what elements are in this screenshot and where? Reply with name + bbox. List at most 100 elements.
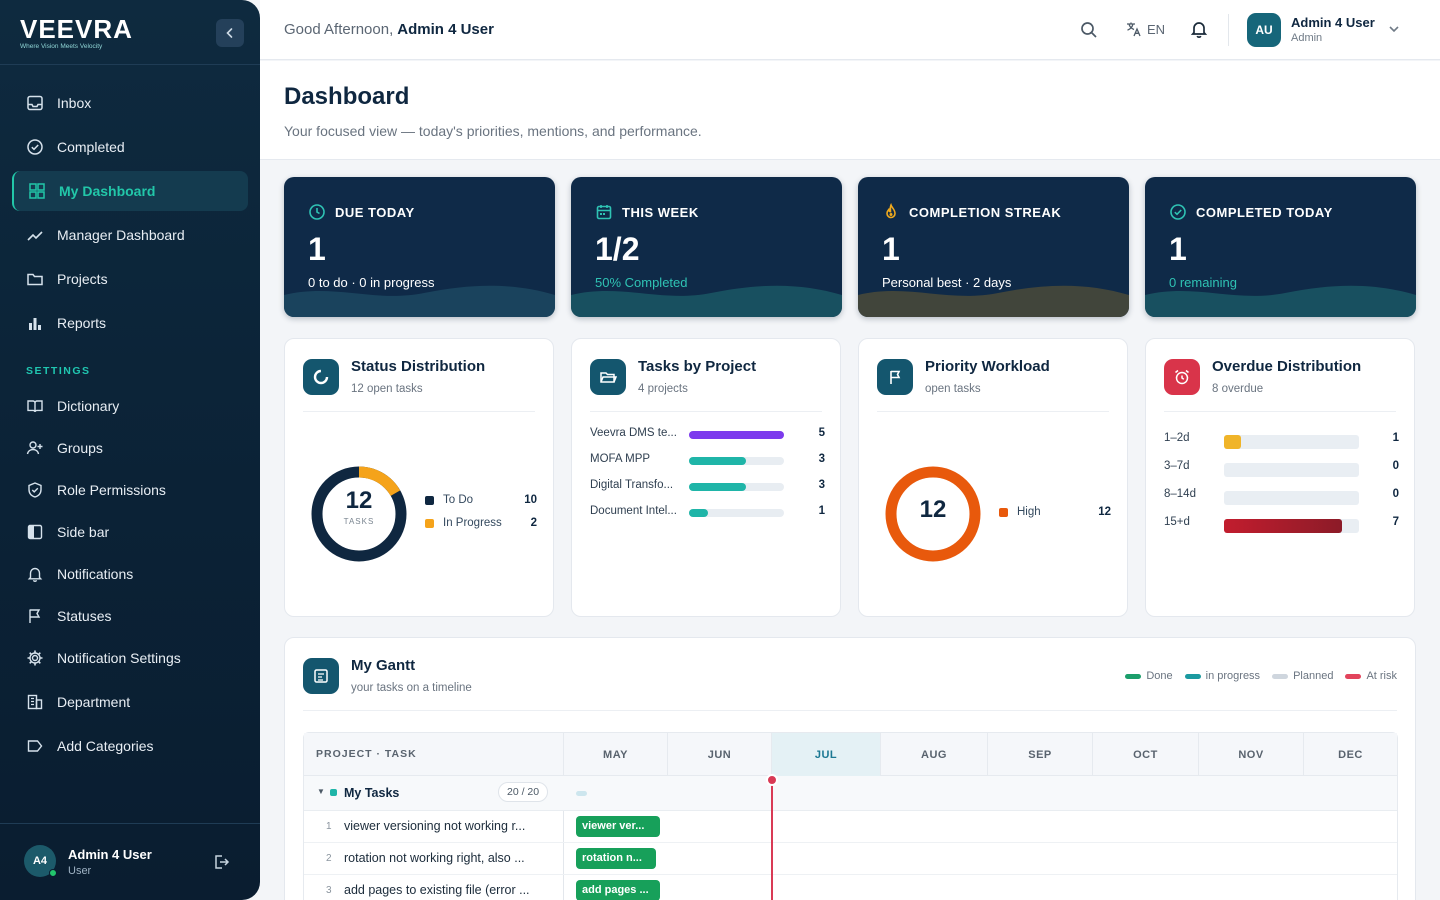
expand-caret-icon[interactable]: ▼	[317, 787, 325, 796]
sidebar-item-side-bar[interactable]: Side bar	[12, 512, 248, 552]
brand-tagline: Where Vision Meets Velocity	[20, 43, 103, 50]
sidebar-item-my-dashboard[interactable]: My Dashboard	[12, 171, 248, 211]
card-title: Priority Workload	[925, 358, 1050, 375]
dashboard-icon	[29, 183, 45, 199]
avatar-initials: A4	[32, 855, 48, 867]
overdue-row[interactable]: 15+d 7	[1164, 513, 1399, 533]
legend-swatch	[1184, 673, 1201, 679]
sidebar-item-label: Side bar	[57, 524, 110, 540]
project-count: 5	[818, 427, 825, 439]
stat-label: COMPLETED TODAY	[1196, 204, 1333, 220]
chevron-left-icon	[226, 28, 233, 38]
gantt-task-row[interactable]: 2 rotation not working right, also ... r…	[304, 843, 1397, 875]
stat-card-due-today[interactable]: DUE TODAY 1 0 to do · 0 in progress	[284, 177, 555, 317]
sidebar-item-reports[interactable]: Reports	[12, 303, 248, 343]
trend-icon	[27, 231, 43, 241]
project-row[interactable]: MOFA MPP 3	[590, 451, 825, 471]
sidebar-item-label: Statuses	[57, 608, 112, 624]
month-header-dec: DEC	[1303, 733, 1397, 776]
stat-label: DUE TODAY	[335, 204, 415, 220]
overdue-bucket-label: 8–14d	[1164, 488, 1196, 500]
donut-segment-high[interactable]	[885, 466, 981, 562]
logout-icon[interactable]	[212, 853, 230, 871]
stat-card-completion-streak[interactable]: COMPLETION STREAK 1 Personal best · 2 da…	[858, 177, 1129, 317]
stat-header: THIS WEEK	[595, 203, 699, 221]
notifications-bell-icon[interactable]	[1189, 19, 1209, 39]
flame-icon	[886, 203, 896, 219]
sidebar-item-groups[interactable]: Groups	[12, 428, 248, 468]
overdue-row[interactable]: 3–7d 0	[1164, 457, 1399, 477]
sidebar-item-projects[interactable]: Projects	[12, 259, 248, 299]
project-label: Document Intel...	[590, 505, 677, 517]
gantt-divider	[563, 776, 564, 900]
gantt-icon	[314, 669, 328, 683]
sidebar-item-statuses[interactable]: Statuses	[12, 596, 248, 636]
task-timeline-bar[interactable]: rotation n...	[576, 848, 656, 869]
folder-icon	[27, 273, 43, 286]
user-avatar[interactable]: AU	[1247, 13, 1281, 47]
overdue-bar-fill	[1224, 519, 1343, 533]
task-timeline-bar[interactable]: viewer ver...	[576, 816, 660, 837]
group-color-dot	[330, 789, 337, 796]
legend-swatch	[1272, 673, 1289, 679]
donut-chart-icon	[313, 369, 329, 385]
stat-card-completed-today[interactable]: COMPLETED TODAY 1 0 remaining	[1145, 177, 1416, 317]
sidebar-item-role-permissions[interactable]: Role Permissions	[12, 470, 248, 510]
gantt-group-row[interactable]: ▼ My Tasks 20 / 20	[304, 776, 1397, 811]
legend-label: Planned	[1293, 670, 1334, 682]
tag-icon	[27, 740, 43, 752]
task-name[interactable]: add pages to existing file (error ...	[344, 883, 530, 897]
my-gantt-card: My Gantt your tasks on a timeline Done i…	[284, 637, 1416, 900]
search-icon[interactable]	[1079, 20, 1099, 40]
language-switcher[interactable]: EN	[1125, 20, 1165, 38]
gantt-task-row[interactable]: 3 add pages to existing file (error ... …	[304, 875, 1397, 900]
stat-card-this-week[interactable]: THIS WEEK 1/2 50% Completed	[571, 177, 842, 317]
sidebar-item-manager-dashboard[interactable]: Manager Dashboard	[12, 215, 248, 255]
sidebar-item-notification-settings[interactable]: Notification Settings	[12, 638, 248, 678]
overdue-bucket-label: 15+d	[1164, 516, 1190, 528]
sidebar-item-label: Dictionary	[57, 398, 120, 414]
book-icon	[27, 400, 43, 413]
stat-footnote: 0 to do · 0 in progress	[308, 275, 435, 290]
avatar[interactable]: A4	[24, 845, 57, 877]
sidebar-item-dictionary[interactable]: Dictionary	[12, 386, 248, 426]
project-count: 3	[818, 453, 825, 465]
stat-footnote: Personal best · 2 days	[882, 275, 1012, 290]
sidebar-item-department[interactable]: Department	[12, 682, 248, 722]
project-bar-track	[689, 431, 784, 439]
project-row[interactable]: Veevra DMS te... 5	[590, 425, 825, 445]
card-icon-badge	[1164, 359, 1200, 395]
card-icon-badge	[303, 658, 339, 694]
donut-segment-in-progress[interactable]	[311, 466, 407, 562]
legend-item: At risk	[1345, 670, 1397, 682]
project-row[interactable]: Document Intel... 1	[590, 503, 825, 523]
month-header-sep: SEP	[987, 733, 1092, 776]
card-divider	[1164, 411, 1396, 412]
sidebar-item-inbox[interactable]: Inbox	[12, 83, 248, 123]
overdue-row[interactable]: 8–14d 0	[1164, 485, 1399, 505]
sidebar-user-name: Admin 4 User	[68, 847, 152, 862]
sidebar-item-add-categories[interactable]: Add Categories	[12, 726, 248, 766]
gantt-table: PROJECT · TASK MAY JUN JUL AUG SEP OCT N…	[303, 732, 1398, 900]
collapse-sidebar-button[interactable]	[216, 19, 244, 47]
project-row[interactable]: Digital Transfo... 3	[590, 477, 825, 497]
add-user-icon	[26, 441, 43, 455]
shield-icon	[28, 482, 42, 498]
task-timeline-bar[interactable]: add pages ...	[576, 880, 660, 900]
chevron-down-icon[interactable]	[1387, 22, 1401, 36]
brand-logo[interactable]: VEEVRA Where Vision Meets Velocity	[20, 14, 133, 50]
folder-open-icon	[600, 372, 617, 383]
overdue-row[interactable]: 1–2d 1	[1164, 429, 1399, 449]
task-name[interactable]: rotation not working right, also ...	[344, 851, 525, 865]
overdue-distribution-card: Overdue Distribution 8 overdue 1–2d 1 3–7d…	[1145, 338, 1415, 617]
language-code: EN	[1147, 21, 1166, 37]
sidebar-item-completed[interactable]: Completed	[12, 127, 248, 167]
user-name[interactable]: Admin 4 User	[1291, 15, 1375, 30]
user-role: Admin	[1291, 32, 1323, 44]
sidebar-item-notifications[interactable]: Notifications	[12, 554, 248, 594]
legend-swatch	[1125, 673, 1142, 679]
gantt-task-row[interactable]: 1 viewer versioning not working r... vie…	[304, 811, 1397, 843]
legend-label: To Do	[443, 494, 474, 506]
task-name[interactable]: viewer versioning not working r...	[344, 819, 526, 833]
bar-chart-icon	[29, 318, 41, 330]
